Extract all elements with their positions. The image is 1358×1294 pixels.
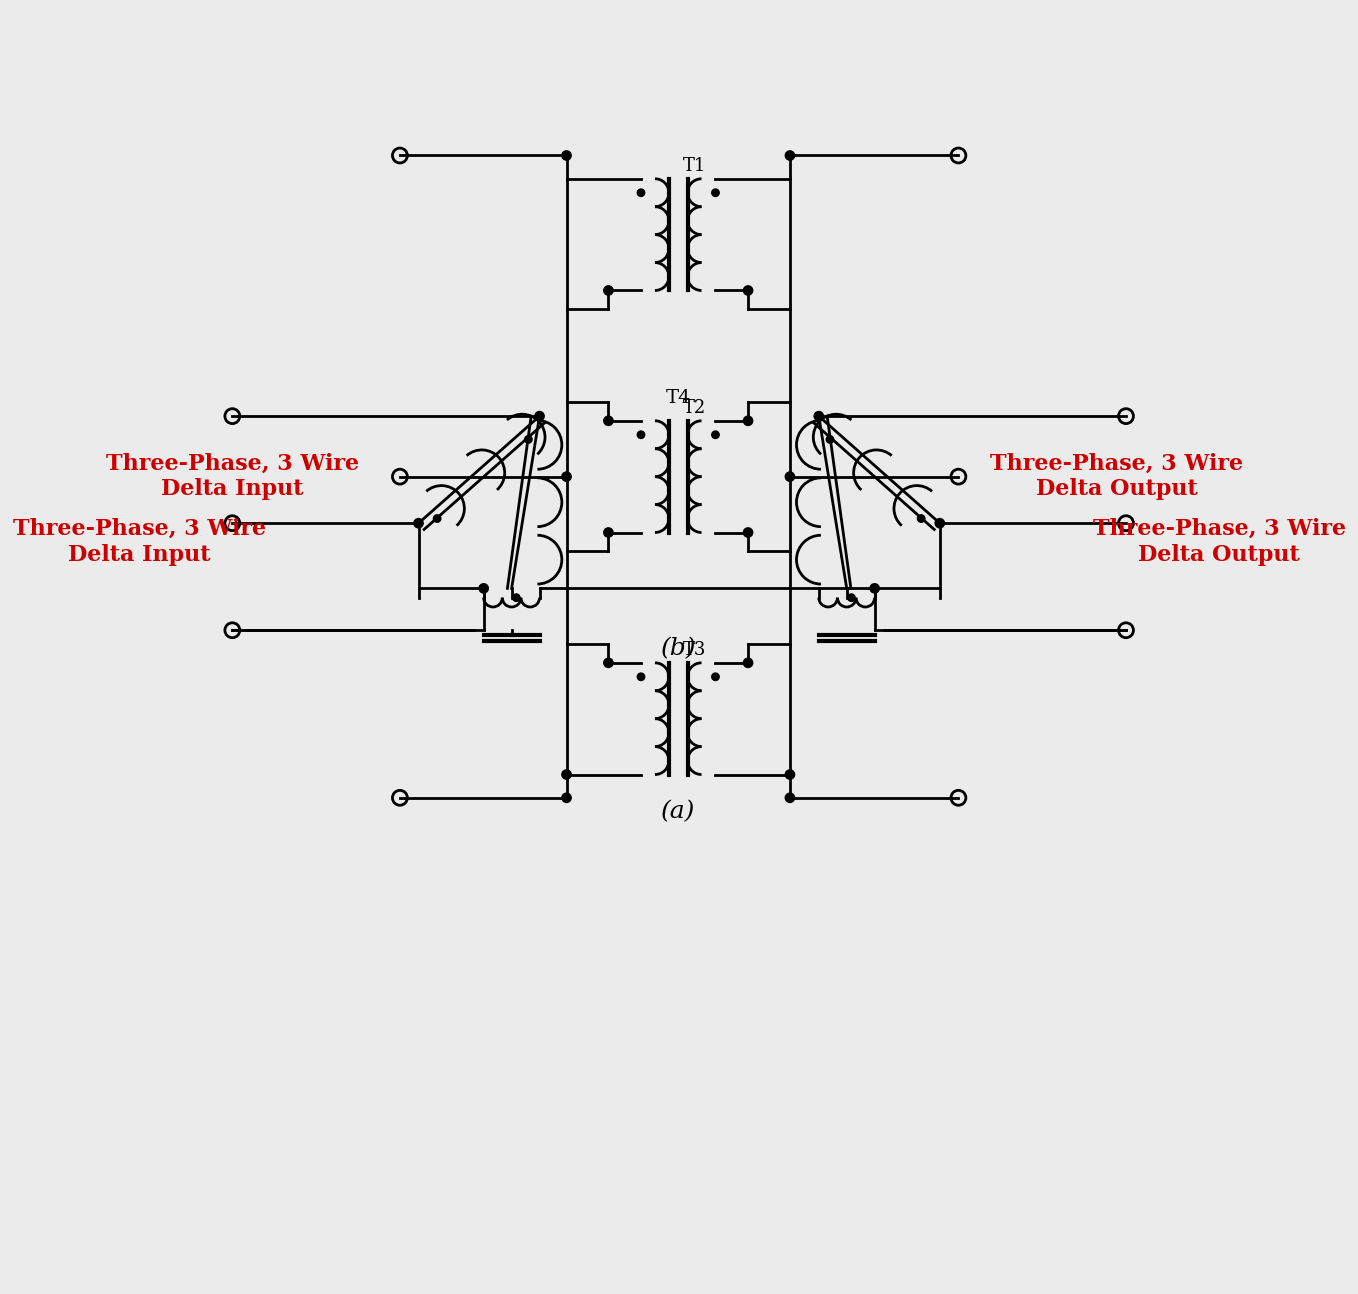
- Circle shape: [562, 770, 572, 779]
- Circle shape: [712, 431, 720, 439]
- Circle shape: [847, 594, 856, 602]
- Circle shape: [604, 286, 612, 295]
- Circle shape: [512, 594, 520, 602]
- Circle shape: [870, 584, 879, 593]
- Circle shape: [637, 673, 645, 681]
- Circle shape: [433, 515, 441, 523]
- Circle shape: [479, 584, 489, 593]
- Circle shape: [815, 411, 823, 421]
- Circle shape: [604, 417, 612, 426]
- Circle shape: [712, 189, 720, 197]
- Circle shape: [785, 770, 794, 779]
- Circle shape: [936, 519, 944, 528]
- Text: Three-Phase, 3 Wire
Delta Input: Three-Phase, 3 Wire Delta Input: [106, 453, 359, 501]
- Circle shape: [785, 793, 794, 802]
- Circle shape: [637, 189, 645, 197]
- Circle shape: [414, 519, 424, 528]
- Circle shape: [826, 436, 834, 443]
- Text: T4: T4: [665, 388, 691, 406]
- Circle shape: [535, 411, 545, 421]
- Circle shape: [785, 151, 794, 160]
- Circle shape: [743, 286, 752, 295]
- Text: T3: T3: [683, 641, 706, 659]
- Text: T1: T1: [683, 157, 706, 175]
- Circle shape: [743, 528, 752, 537]
- Text: Three-Phase, 3 Wire
Delta Output: Three-Phase, 3 Wire Delta Output: [990, 453, 1243, 501]
- Circle shape: [562, 472, 572, 481]
- Circle shape: [604, 659, 612, 668]
- Text: (a): (a): [661, 800, 695, 823]
- Circle shape: [604, 528, 612, 537]
- Circle shape: [637, 431, 645, 439]
- Text: T2: T2: [683, 399, 706, 417]
- Text: Three-Phase, 3 Wire
Delta Output: Three-Phase, 3 Wire Delta Output: [1092, 518, 1346, 565]
- Circle shape: [562, 151, 572, 160]
- Circle shape: [743, 417, 752, 426]
- Circle shape: [524, 436, 532, 443]
- Circle shape: [785, 472, 794, 481]
- Text: (b): (b): [660, 638, 697, 660]
- Circle shape: [562, 793, 572, 802]
- Circle shape: [743, 659, 752, 668]
- Circle shape: [918, 515, 925, 523]
- Text: Three-Phase, 3 Wire
Delta Input: Three-Phase, 3 Wire Delta Input: [12, 518, 266, 565]
- Circle shape: [712, 673, 720, 681]
